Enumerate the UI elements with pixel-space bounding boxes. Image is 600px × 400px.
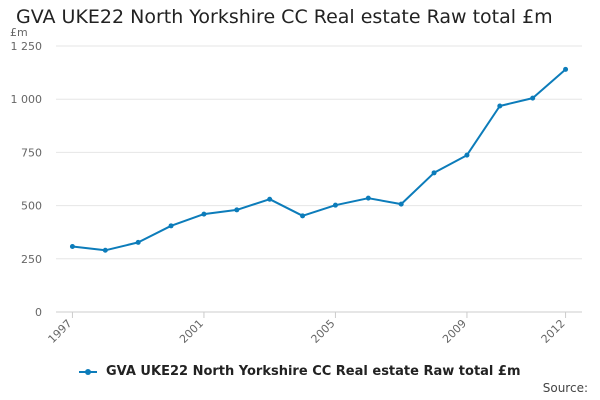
x-tick-label: 2012 (539, 317, 568, 346)
data-point (398, 201, 404, 207)
data-point (332, 202, 338, 208)
y-tick-label: 0 (35, 306, 42, 319)
y-tick-label: 250 (21, 253, 42, 266)
x-tick-label: 2001 (177, 317, 206, 346)
data-point (135, 239, 141, 245)
data-point (497, 103, 503, 109)
data-point (102, 247, 108, 253)
data-point (267, 196, 273, 202)
data-point (563, 66, 569, 72)
data-point (365, 195, 371, 201)
data-point (464, 152, 470, 158)
y-tick-label: 500 (21, 200, 42, 213)
data-point (168, 223, 174, 229)
series-line (72, 68, 567, 252)
data-point (234, 207, 240, 213)
source-label: Source: (542, 381, 588, 395)
y-tick-label: 1 000 (11, 93, 43, 106)
legend-line-marker-icon (79, 368, 98, 375)
x-tick-label: 1997 (46, 317, 75, 346)
chart-title: GVA UKE22 North Yorkshire CC Real estate… (16, 6, 553, 28)
legend-label: GVA UKE22 North Yorkshire CC Real estate… (106, 364, 521, 379)
data-point (530, 95, 536, 101)
data-point (300, 213, 306, 219)
y-axis-unit: £m (10, 26, 28, 39)
data-point (201, 211, 207, 217)
y-tick-label: 1 250 (11, 40, 43, 53)
legend[interactable]: GVA UKE22 North Yorkshire CC Real estate… (0, 364, 600, 379)
data-point (431, 170, 437, 176)
x-tick-label: 2009 (440, 317, 469, 346)
y-tick-label: 750 (21, 146, 42, 159)
x-tick-label: 2005 (309, 317, 338, 346)
data-point (69, 243, 75, 249)
